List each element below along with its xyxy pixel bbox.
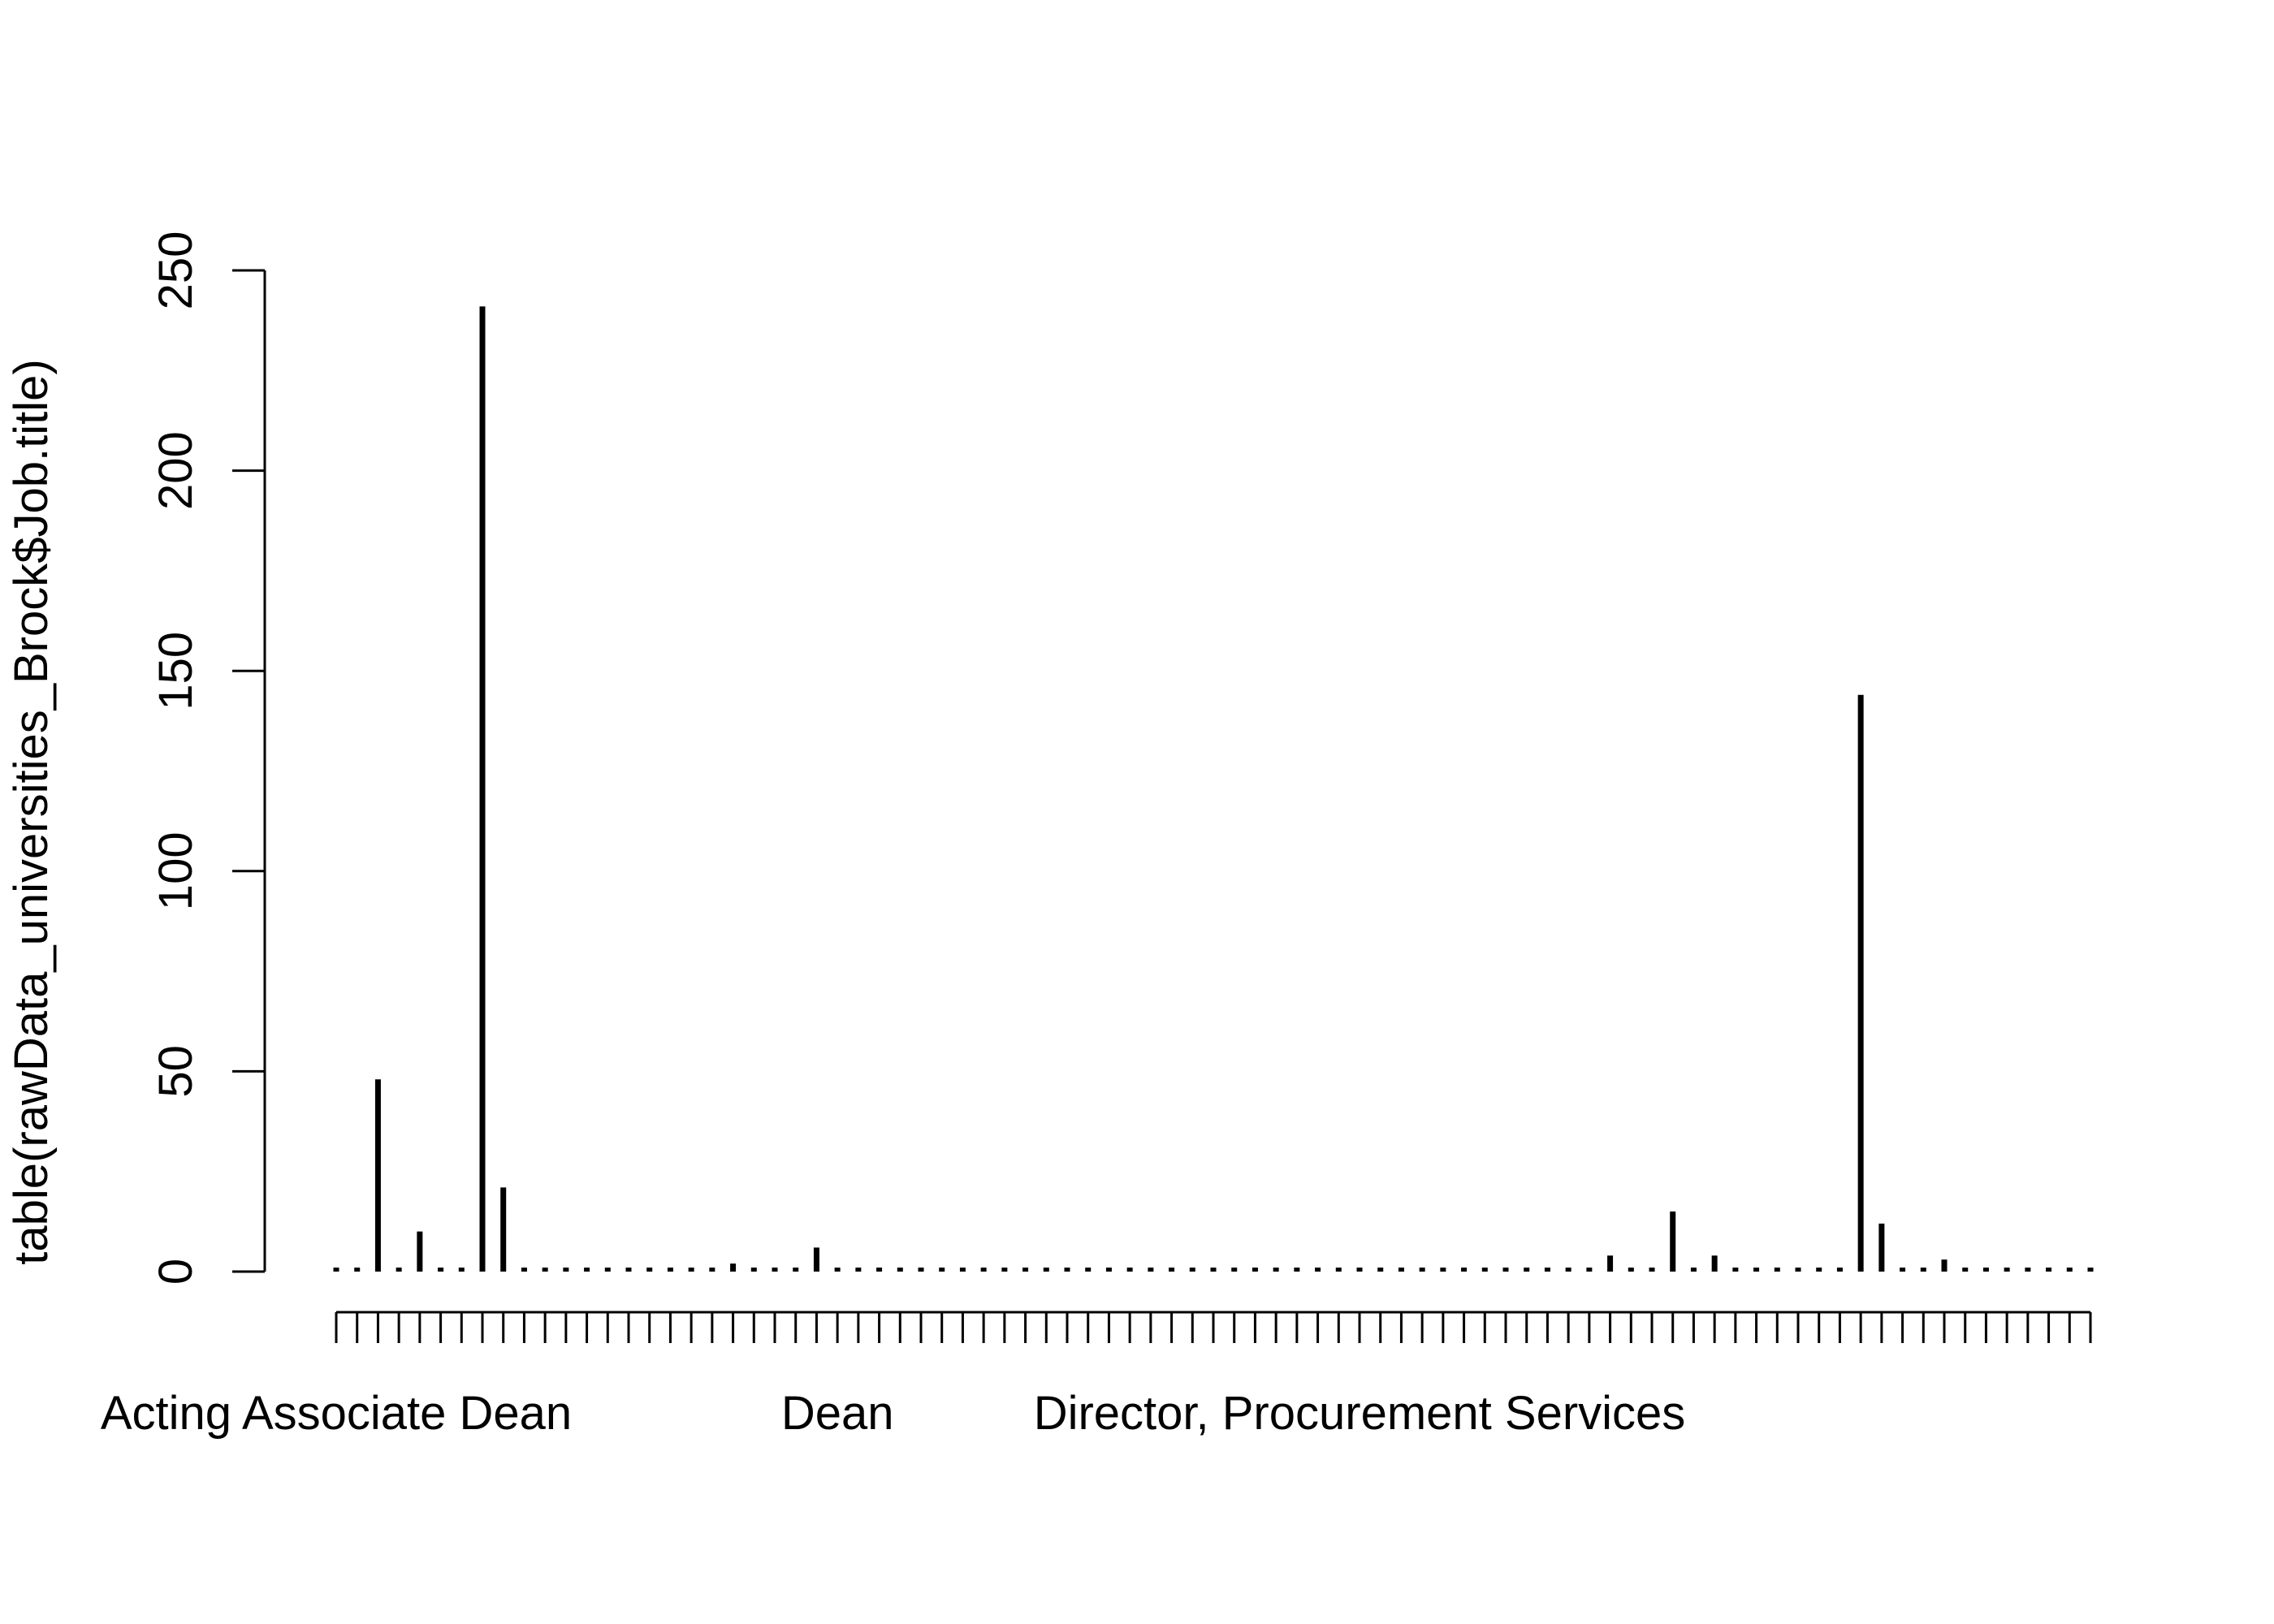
x-tick-label: Director, Procurement Services xyxy=(1034,1387,1686,1440)
y-axis: 0 50 100 150 200 250 xyxy=(149,231,266,1285)
y-tick-label: 0 xyxy=(149,1259,202,1285)
x-axis: Acting Associate Dean Dean Director, Procu… xyxy=(101,1311,2092,1440)
y-tick-label: 150 xyxy=(149,632,202,710)
x-tick-label: Dean xyxy=(781,1387,894,1440)
x-tick-label: Acting Associate Dean xyxy=(101,1387,572,1440)
y-tick-label: 250 xyxy=(149,231,202,310)
y-axis-label: table(rawData_universities_Brock$Job.tit… xyxy=(5,359,58,1264)
bars xyxy=(333,306,2094,1272)
y-tick-label: 50 xyxy=(149,1045,202,1098)
y-tick-label: 100 xyxy=(149,831,202,910)
y-tick-label: 200 xyxy=(149,431,202,510)
